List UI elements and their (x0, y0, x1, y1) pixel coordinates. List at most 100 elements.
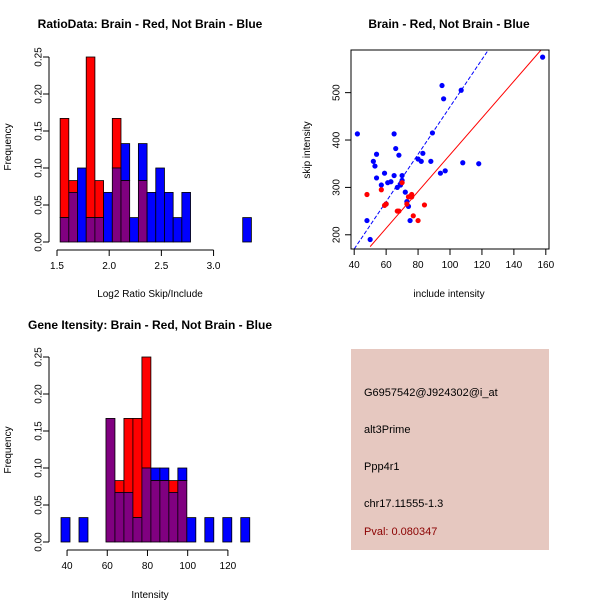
ratio-histogram-bar-brain (59, 118, 70, 218)
scatter-point-brain (415, 217, 421, 224)
scatter-point-not-brain (439, 82, 445, 89)
ratio-histogram-y-tick-label: 0.15 (34, 121, 45, 141)
scatter-point-brain (404, 201, 410, 207)
scatter-y-tick-label: 400 (332, 131, 343, 148)
ratio-histogram-bar-not-brain (242, 217, 252, 243)
ratio-histogram: RatioData: Brain - Red, Not Brain - Blue… (3, 17, 263, 300)
intensity-histogram-ylabel: Frequency (3, 426, 14, 473)
intensity-histogram-bar-overlap (159, 480, 170, 543)
scatter-point-not-brain (364, 217, 370, 224)
scatter-x-tick-label: 120 (474, 260, 491, 271)
intensity-histogram-y-tick-label: 0.00 (34, 532, 45, 552)
intensity-histogram-y-tick-label: 0.20 (34, 384, 45, 404)
intensity-histogram-x-tick-label: 100 (179, 561, 196, 572)
ratio-histogram-bar-not-brain (129, 217, 139, 243)
scatter-x-tick-label: 60 (381, 260, 393, 271)
intensity-histogram-y-tick-label: 0.25 (34, 347, 45, 367)
scatter-x-tick-label: 140 (506, 260, 523, 271)
intensity-histogram-bar-not-brain (159, 467, 170, 481)
ratio-histogram-x-tick-label: 1.5 (50, 261, 64, 272)
scatter-point-not-brain (373, 151, 380, 157)
intensity-histogram: Gene Itensity: Brain - Red, Not Brain - … (3, 318, 272, 600)
ratio-histogram-y-tick-label: 0.10 (34, 158, 45, 178)
intensity-histogram-bar-overlap (177, 480, 188, 543)
intensity-histogram-bar-not-brain (186, 517, 197, 543)
ratio-histogram-bar-brain (94, 180, 105, 218)
intensity-histogram-bar-overlap (150, 480, 161, 543)
ratio-histogram-bar-not-brain (155, 167, 165, 243)
scatter-title: Brain - Red, Not Brain - Blue (368, 17, 530, 31)
scatter-ylabel: skip intensity (302, 121, 313, 178)
ratio-histogram-x-tick-label: 3.0 (207, 261, 221, 272)
intensity-histogram-bar-overlap (132, 517, 143, 543)
intensity-histogram-bar-brain (114, 480, 125, 493)
scatter-point-not-brain (476, 161, 482, 167)
scatter-x-tick-label: 40 (349, 260, 361, 271)
scatter-point-not-brain (393, 145, 399, 152)
ratio-histogram-y-tick-label: 0.20 (34, 84, 45, 104)
scatter-point-not-brain (381, 170, 388, 176)
intensity-histogram-bar-not-brain (78, 517, 89, 543)
scatter-point-brain (364, 191, 370, 198)
scatter-point-not-brain (437, 170, 444, 176)
ratio-histogram-y-tick-label: 0.00 (34, 232, 45, 252)
ratio-histogram-x-tick-label: 2.5 (154, 261, 168, 272)
event-type: alt3Prime (364, 424, 411, 436)
ratio-histogram-bar-overlap (94, 217, 105, 243)
scatter-point-not-brain (429, 130, 436, 136)
ratio-histogram-y-tick-label: 0.05 (34, 195, 45, 215)
scatter-x-tick-label: 160 (537, 260, 554, 271)
intensity-histogram-bar-overlap (123, 492, 134, 543)
ratio-histogram-bar-brain (68, 180, 78, 193)
intensity-histogram-bar-not-brain (204, 517, 215, 543)
ratio-histogram-bar-brain (85, 56, 96, 218)
ratio-histogram-bar-not-brain (164, 192, 174, 243)
ratio-histogram-bar-not-brain (77, 167, 87, 243)
scatter-point-not-brain (458, 87, 464, 93)
scatter-red-diagonal-line (369, 49, 542, 247)
scatter-point-not-brain (441, 96, 447, 102)
scatter-point-not-brain (442, 168, 448, 174)
scatter-point-not-brain (428, 158, 434, 164)
scatter-point-not-brain (402, 189, 408, 195)
intensity-histogram-bar-overlap (168, 492, 179, 543)
intensity-histogram-bar-not-brain (150, 467, 161, 481)
intensity-histogram-x-tick-label: 80 (142, 561, 154, 572)
intensity-histogram-xlabel: Intensity (131, 590, 168, 600)
scatter-point-brain (410, 213, 416, 219)
scatter-point-brain (378, 187, 384, 193)
ratio-histogram-bar-not-brain (181, 192, 191, 243)
scatter-point-not-brain (420, 150, 426, 156)
intensity-histogram-y-tick-label: 0.15 (34, 421, 45, 441)
ratio-histogram-xlabel: Log2 Ratio Skip/Include (97, 289, 203, 300)
ratio-histogram-bar-not-brain (137, 143, 148, 181)
scatter-point-not-brain (378, 182, 384, 188)
intensity-histogram-bar-overlap (141, 467, 152, 543)
ratio-histogram-bar-brain (111, 118, 122, 169)
scatter-x-tick-label: 100 (442, 260, 459, 271)
scatter-xlabel: include intensity (413, 289, 484, 300)
ratio-histogram-bar-overlap (85, 217, 96, 243)
ratio-histogram-bar-overlap (137, 180, 148, 243)
intensity-scatter: Brain - Red, Not Brain - Blue include in… (302, 17, 555, 300)
scatter-point-not-brain (396, 152, 402, 158)
scatter-y-tick-label: 500 (332, 84, 343, 101)
scatter-point-not-brain (373, 175, 380, 181)
ratio-histogram-y-tick-label: 0.25 (34, 47, 45, 67)
intensity-histogram-y-tick-label: 0.05 (34, 495, 45, 515)
ratio-histogram-x-tick-label: 2.0 (102, 261, 116, 272)
intensity-histogram-bar-not-brain (222, 517, 233, 543)
scatter-point-not-brain (418, 158, 424, 164)
scatter-point-brain (409, 194, 415, 200)
scatter-y-tick-label: 200 (332, 226, 343, 243)
ratio-histogram-ylabel: Frequency (3, 123, 14, 170)
scatter-blue-diagonal-line (353, 49, 489, 250)
ratio-histogram-bar-not-brain (120, 143, 131, 181)
intensity-histogram-bar-overlap (114, 492, 125, 543)
scatter-point-not-brain (391, 172, 397, 179)
intensity-histogram-x-tick-label: 120 (220, 561, 237, 572)
ratio-histogram-bar-overlap (111, 167, 122, 243)
ratio-histogram-bar-overlap (59, 217, 70, 243)
intensity-histogram-bar-brain (123, 418, 134, 493)
